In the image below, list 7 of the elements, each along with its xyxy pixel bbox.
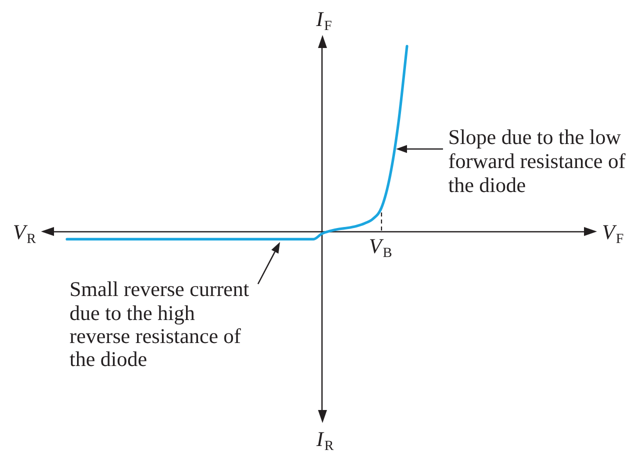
annotation: Slope due to the low forward resistance of the diode [448,125,626,198]
x-axis-title: V$_{F}$ [602,220,624,247]
y-axis-title: I$_{F}$ [316,7,332,34]
text: Small reverse current due to the high reverse resistance of the diode [70,277,250,372]
text: I$_{R}$ [316,427,334,453]
text: V$_{R}$ [12,220,36,247]
annotation: V$_{B}$ [368,234,392,261]
